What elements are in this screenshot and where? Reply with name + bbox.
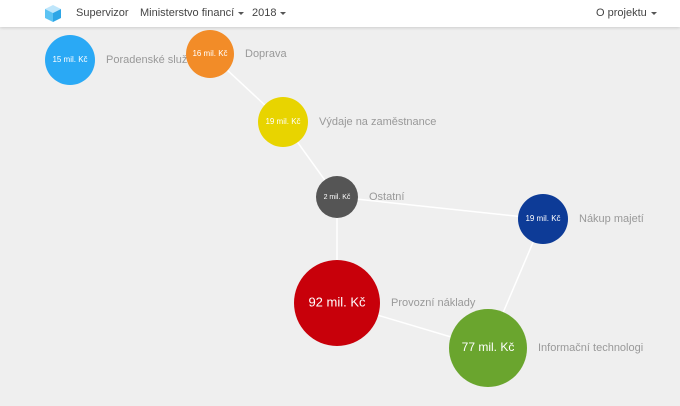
node-value: 19 mil. Kč bbox=[265, 117, 300, 126]
ministry-menu[interactable]: Ministerstvo financí bbox=[140, 7, 245, 19]
node-bubble[interactable] bbox=[258, 97, 308, 147]
about-text: O projektu bbox=[596, 7, 647, 19]
node-label: Poradenské služ bbox=[106, 54, 187, 66]
node-label: Doprava bbox=[245, 48, 287, 60]
node-label: Ostatní bbox=[369, 191, 404, 203]
node-value: 2 mil. Kč bbox=[324, 194, 351, 201]
node-value: 77 mil. Kč bbox=[462, 340, 515, 354]
edge bbox=[336, 196, 544, 220]
node-value: 16 mil. Kč bbox=[192, 49, 227, 58]
ministry-text: Ministerstvo financí bbox=[140, 7, 235, 19]
graph: Poradenské služ Doprava Výdaje na zaměstna… bbox=[45, 30, 644, 387]
year-menu[interactable]: 2018 bbox=[252, 7, 287, 19]
node-value: 19 mil. Kč bbox=[525, 214, 560, 223]
node-bubble[interactable] bbox=[294, 260, 380, 346]
year-text: 2018 bbox=[252, 7, 277, 19]
node-label: Výdaje na zaměstnance bbox=[319, 116, 436, 128]
node-bubble[interactable] bbox=[45, 35, 95, 85]
brand[interactable]: Supervizor bbox=[76, 7, 129, 19]
node-bubble[interactable] bbox=[518, 194, 568, 244]
node-label: Informační technologi bbox=[538, 342, 643, 354]
node-label: Nákup majetí bbox=[579, 213, 644, 225]
node-bubble[interactable] bbox=[449, 309, 527, 387]
about-menu[interactable]: O projektu bbox=[596, 7, 657, 19]
node-label: Provozní náklady bbox=[391, 297, 476, 309]
node-bubble[interactable] bbox=[316, 176, 358, 218]
node-value: 15 mil. Kč bbox=[52, 55, 87, 64]
node-bubble[interactable] bbox=[186, 30, 234, 78]
node-value: 92 mil. Kč bbox=[308, 294, 366, 309]
logo[interactable] bbox=[44, 4, 62, 23]
navbar: Supervizor Ministerstvo financí 2018 O p… bbox=[0, 0, 680, 27]
